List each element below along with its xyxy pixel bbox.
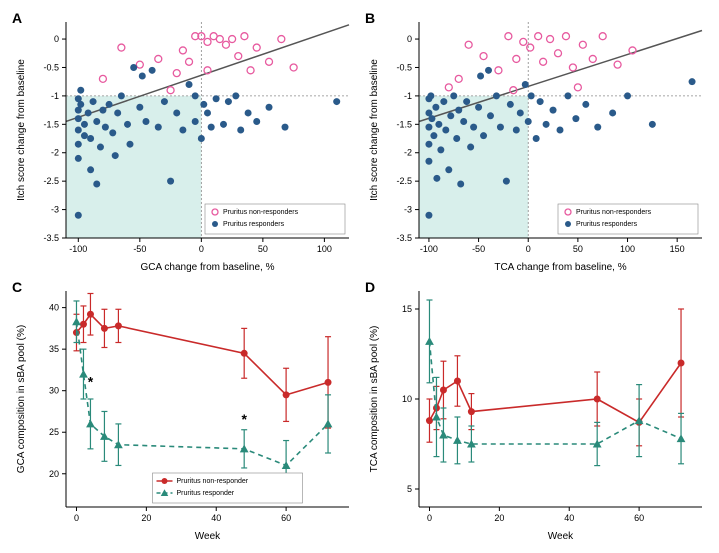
svg-text:Itch score change from baselin: Itch score change from baseline (369, 59, 380, 201)
chart-A: -100 -50 0 50 100 -3.5 -3 -2.5 -2 -1.5 -1 -0.5 0 GCA … (10, 10, 359, 274)
svg-text:60: 60 (281, 513, 291, 523)
svg-text:-0.5: -0.5 (396, 62, 412, 72)
panel-label-C: C (12, 279, 22, 295)
svg-text:Pruritus responders: Pruritus responders (223, 221, 285, 228)
svg-text:Pruritus non-responders: Pruritus non-responders (223, 209, 299, 216)
svg-text:TCA composition in sBA pool (%: TCA composition in sBA pool (%) (369, 325, 380, 472)
svg-text:-3.5: -3.5 (43, 233, 59, 243)
panel-A: A -100 -50 0 50 100 -3.5 -3 -2.5 -2 -1.5 -1 -0.5 0 GC… (10, 10, 359, 275)
svg-text:-1.5: -1.5 (396, 119, 412, 129)
svg-text:*: * (241, 410, 247, 426)
svg-text:35: 35 (49, 344, 59, 354)
svg-text:150: 150 (670, 244, 685, 254)
svg-text:-100: -100 (420, 244, 438, 254)
svg-text:-3: -3 (404, 205, 412, 215)
svg-text:-50: -50 (472, 244, 485, 254)
svg-text:0: 0 (407, 34, 412, 44)
svg-text:5: 5 (407, 484, 412, 494)
svg-text:-100: -100 (69, 244, 87, 254)
svg-text:Pruritus non-responders: Pruritus non-responders (576, 209, 652, 216)
panel-B: B -100 -50 0 50 100 150 -3.5 -3 -2.5 -2 -1.5 -1 -0.5… (363, 10, 712, 275)
svg-text:50: 50 (573, 244, 583, 254)
svg-text:40: 40 (564, 513, 574, 523)
svg-text:-3.5: -3.5 (396, 233, 412, 243)
svg-text:20: 20 (141, 513, 151, 523)
svg-text:60: 60 (634, 513, 644, 523)
svg-text:GCA change from baseline, %: GCA change from baseline, % (141, 262, 275, 273)
svg-text:Week: Week (195, 531, 221, 542)
svg-text:10: 10 (402, 394, 412, 404)
svg-text:100: 100 (317, 244, 332, 254)
svg-text:Week: Week (548, 531, 574, 542)
svg-text:Pruritus non-responder: Pruritus non-responder (177, 478, 249, 485)
svg-text:0: 0 (427, 513, 432, 523)
svg-text:-2.5: -2.5 (396, 176, 412, 186)
svg-text:40: 40 (49, 302, 59, 312)
svg-text:0: 0 (199, 244, 204, 254)
svg-text:20: 20 (49, 468, 59, 478)
svg-text:100: 100 (620, 244, 635, 254)
svg-text:TCA change from baseline, %: TCA change from baseline, % (494, 262, 626, 273)
panel-D: D 0 20 40 60 5 10 15 Week TCA composition in sBA… (363, 279, 712, 544)
chart-D: 0 20 40 60 5 10 15 Week TCA composition in sBA p… (363, 279, 712, 543)
svg-text:0: 0 (526, 244, 531, 254)
svg-text:-2: -2 (404, 148, 412, 158)
svg-text:-0.5: -0.5 (43, 62, 59, 72)
svg-text:Pruritus responder: Pruritus responder (177, 490, 235, 497)
svg-text:-2.5: -2.5 (43, 176, 59, 186)
svg-text:-1: -1 (51, 91, 59, 101)
svg-text:-1.5: -1.5 (43, 119, 59, 129)
svg-text:40: 40 (211, 513, 221, 523)
svg-text:-3: -3 (51, 205, 59, 215)
svg-text:0: 0 (54, 34, 59, 44)
panel-label-D: D (365, 279, 375, 295)
svg-text:-1: -1 (404, 91, 412, 101)
panel-C: C * * 0 20 40 60 20 25 30 35 40 Week GCA composition… (10, 279, 359, 544)
chart-B: -100 -50 0 50 100 150 -3.5 -3 -2.5 -2 -1.5 -1 -0.5 0 T… (363, 10, 712, 274)
figure-grid: A -100-50050100-3.5-3-2.5-2-1.5-1-0.50GC… (10, 10, 709, 543)
svg-text:*: * (88, 373, 94, 389)
svg-text:20: 20 (494, 513, 504, 523)
svg-text:-50: -50 (133, 244, 146, 254)
svg-text:-2: -2 (51, 148, 59, 158)
svg-text:Itch score change from baselin: Itch score change from baseline (16, 59, 27, 201)
svg-text:Pruritus responders: Pruritus responders (576, 221, 638, 228)
svg-text:50: 50 (258, 244, 268, 254)
chart-C: * * 0 20 40 60 20 25 30 35 40 Week GCA composition i… (10, 279, 359, 543)
svg-text:30: 30 (49, 385, 59, 395)
svg-text:0: 0 (74, 513, 79, 523)
panel-label-A: A (12, 10, 22, 26)
panel-label-B: B (365, 10, 375, 26)
svg-text:25: 25 (49, 427, 59, 437)
svg-text:15: 15 (402, 304, 412, 314)
svg-text:GCA composition in sBA pool (%: GCA composition in sBA pool (%) (16, 324, 27, 472)
